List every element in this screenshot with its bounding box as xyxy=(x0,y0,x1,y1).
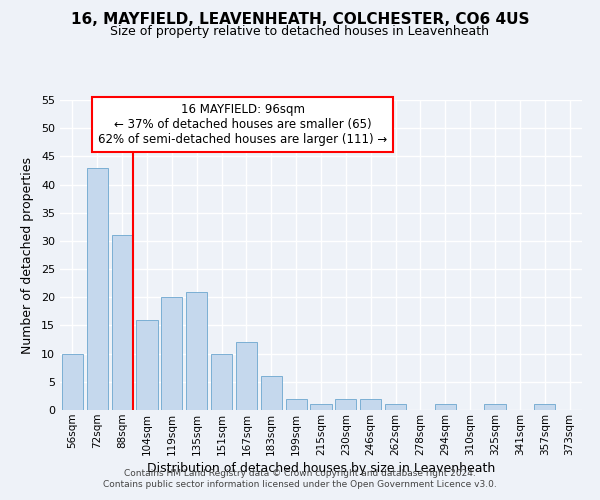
Bar xyxy=(534,404,555,410)
Text: Contains HM Land Registry data © Crown copyright and database right 2024.: Contains HM Land Registry data © Crown c… xyxy=(124,468,476,477)
Y-axis label: Number of detached properties: Number of detached properties xyxy=(21,156,34,354)
Text: Size of property relative to detached houses in Leavenheath: Size of property relative to detached ho… xyxy=(110,25,490,38)
Bar xyxy=(385,404,406,410)
Bar xyxy=(62,354,83,410)
Bar xyxy=(261,376,282,410)
Bar xyxy=(310,404,332,410)
Bar xyxy=(236,342,257,410)
Bar xyxy=(186,292,207,410)
Bar xyxy=(484,404,506,410)
Bar xyxy=(87,168,108,410)
Bar xyxy=(335,398,356,410)
Bar xyxy=(286,398,307,410)
Bar xyxy=(136,320,158,410)
Bar xyxy=(435,404,456,410)
Text: 16, MAYFIELD, LEAVENHEATH, COLCHESTER, CO6 4US: 16, MAYFIELD, LEAVENHEATH, COLCHESTER, C… xyxy=(71,12,529,28)
Bar xyxy=(211,354,232,410)
Text: 16 MAYFIELD: 96sqm
← 37% of detached houses are smaller (65)
62% of semi-detache: 16 MAYFIELD: 96sqm ← 37% of detached hou… xyxy=(98,103,388,146)
Bar xyxy=(161,298,182,410)
Bar xyxy=(112,236,133,410)
X-axis label: Distribution of detached houses by size in Leavenheath: Distribution of detached houses by size … xyxy=(147,462,495,475)
Text: Contains public sector information licensed under the Open Government Licence v3: Contains public sector information licen… xyxy=(103,480,497,489)
Bar xyxy=(360,398,381,410)
